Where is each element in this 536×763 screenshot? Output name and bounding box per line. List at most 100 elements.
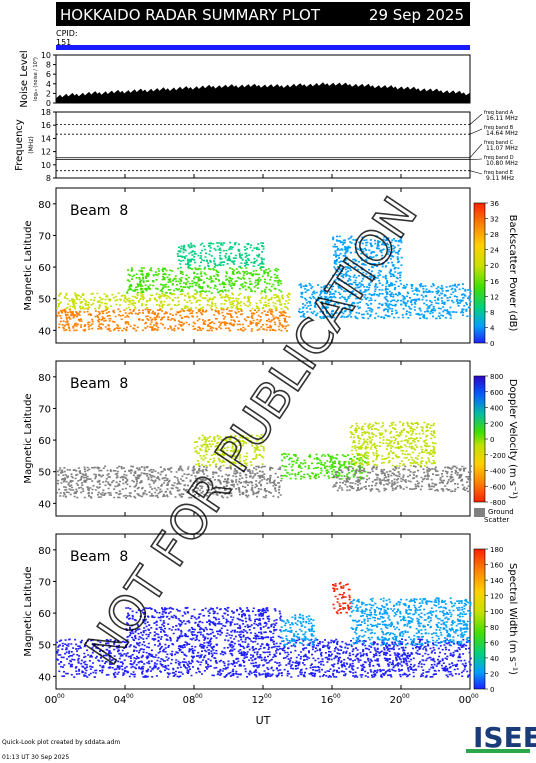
- panel-frame: [55, 360, 471, 517]
- colorbar-tick-label: 600: [490, 389, 503, 397]
- lat-ytick-label: 60: [38, 436, 51, 447]
- freq-ytick-label: 16: [41, 121, 51, 130]
- beam-label: Beam 8: [70, 376, 128, 392]
- panel-data-region: [332, 235, 403, 285]
- freq-band-labels: freq band A16.11 MHz freq band B14.64 MHz…: [484, 110, 518, 182]
- freq-band-name: freq band B: [484, 125, 514, 131]
- ground-scatter-label: Ground: [488, 508, 514, 516]
- x-tick-sup: 00: [126, 693, 134, 700]
- lat-ylabel: Magnetic Latitude: [23, 566, 34, 656]
- x-tick-label: 12: [252, 695, 265, 706]
- colorbar-tick-label: 12: [490, 293, 499, 301]
- freq-band-name: freq band C: [484, 140, 514, 146]
- x-tick-label: 00: [459, 695, 472, 706]
- isee-logo-text: ISEE: [473, 721, 536, 754]
- panel-data-layer: [56, 235, 472, 332]
- header-title: HOKKAIDO RADAR SUMMARY PLOT: [60, 6, 321, 24]
- lat-ytick-label: 70: [38, 577, 51, 588]
- footer-credit: Quick-Look plot created by sddata.adm: [2, 739, 120, 746]
- isee-logo: ISEE: [466, 721, 536, 754]
- colorbar-tick-label: -600: [490, 483, 506, 491]
- panel-data-region: [298, 282, 472, 320]
- freq-frame: [55, 111, 471, 179]
- colorbar-tick-label: 0: [490, 340, 494, 348]
- x-tick-sup: 00: [333, 693, 341, 700]
- noise-ytick-label: 8: [46, 61, 51, 70]
- freq-band-value: 14.64 MHz: [486, 130, 518, 137]
- freq-band-connector: [469, 158, 483, 160]
- colorbar-tick-label: 0: [490, 436, 494, 444]
- x-tick-label: 20: [390, 695, 403, 706]
- panel-data-region: [280, 613, 317, 647]
- beam-label: Beam 8: [70, 549, 128, 565]
- freq-ytick-label: 14: [41, 134, 51, 143]
- panel-data-region: [349, 421, 437, 467]
- panel-data-layer: [56, 421, 472, 499]
- colorbar-tick-label: 140: [490, 577, 503, 585]
- colorbar-tick-label: 8: [490, 309, 494, 317]
- colorbar: [473, 202, 486, 344]
- colorbar-tick-label: 4: [490, 324, 495, 332]
- colorbar-tick-label: 16: [490, 278, 499, 286]
- freq-ytick-label: 10: [41, 161, 51, 170]
- colorbar-label: Backscatter Power (dB): [507, 215, 518, 332]
- lat-ytick-label: 80: [38, 373, 51, 384]
- colorbar-tick-label: 24: [490, 247, 499, 255]
- lat-ytick-label: 50: [38, 468, 51, 479]
- data-panel-3: 80 70 60 50 40 Magnetic Latitude Beam 8 180 160 1…: [23, 533, 518, 694]
- ground-scatter-label-2: Scatter: [484, 516, 509, 524]
- lat-ytick-label: 50: [38, 295, 51, 306]
- colorbar-tick-label: 200: [490, 420, 503, 428]
- colorbar-tick-label: 120: [490, 593, 503, 601]
- colorbar-label: Doppler Velocity (m s⁻¹): [507, 379, 518, 499]
- panel-data-region: [56, 292, 291, 310]
- freq-ylabel-sub: (MHz): [28, 136, 35, 154]
- freq-band-value: 16.11 MHz: [486, 115, 518, 122]
- freq-band-value: 11.07 MHz: [486, 145, 518, 152]
- freq-band-value: 9.11 MHz: [486, 175, 514, 182]
- cpid-label: CPID:: [56, 29, 78, 38]
- x-tick-label: 16: [321, 695, 334, 706]
- noise-ytick-label: 6: [46, 70, 51, 79]
- panel-data-layer: [56, 581, 472, 678]
- lat-ytick-label: 40: [38, 326, 51, 337]
- colorbar-tick-label: 180: [490, 546, 503, 554]
- colorbar-tick-label: -200: [490, 452, 506, 460]
- colorbar-label: Spectral Width (m s⁻¹): [507, 563, 518, 675]
- x-axis: 00 00 04 00 08 00 12 00 16 00 20 00 00 00: [45, 99, 479, 706]
- lat-ytick-label: 70: [38, 404, 51, 415]
- noise-area: [56, 82, 470, 103]
- noise-ytick-label: 10: [41, 51, 51, 60]
- panel-data-region: [56, 308, 291, 332]
- colorbar-tick-label: 60: [490, 639, 499, 647]
- lat-ytick-label: 80: [38, 546, 51, 557]
- freq-band-connector: [469, 170, 483, 175]
- colorbar-tick-label: 160: [490, 562, 503, 570]
- colorbar-tick-label: 20: [490, 670, 499, 678]
- panel-data-region: [176, 241, 265, 269]
- x-axis-label: UT: [256, 714, 271, 727]
- freq-band-name: freq band D: [484, 155, 514, 161]
- panel-data-region: [56, 638, 472, 678]
- cpid-value: 151: [56, 38, 71, 47]
- noise-ytick-label: 0: [46, 99, 51, 108]
- colorbar-tick-label: 400: [490, 405, 503, 413]
- lat-ytick-label: 50: [38, 641, 51, 652]
- colorbar-tick-label: 28: [490, 231, 499, 239]
- lat-ytick-label: 70: [38, 231, 51, 242]
- colorbar-tick-label: 800: [490, 373, 503, 381]
- beam-label: Beam 8: [70, 203, 128, 219]
- colorbar-tick-label: 100: [490, 608, 503, 616]
- x-tick-sup: 00: [402, 693, 410, 700]
- freq-band-name: freq band E: [484, 170, 513, 176]
- panel-data-region: [56, 465, 283, 499]
- x-tick-sup: 00: [195, 693, 203, 700]
- x-tick-label: 04: [114, 695, 127, 706]
- panel-data-region: [125, 606, 282, 640]
- colorbar-tick-label: 20: [490, 262, 499, 270]
- colorbar: [473, 548, 486, 690]
- lat-ytick-label: 40: [38, 499, 51, 510]
